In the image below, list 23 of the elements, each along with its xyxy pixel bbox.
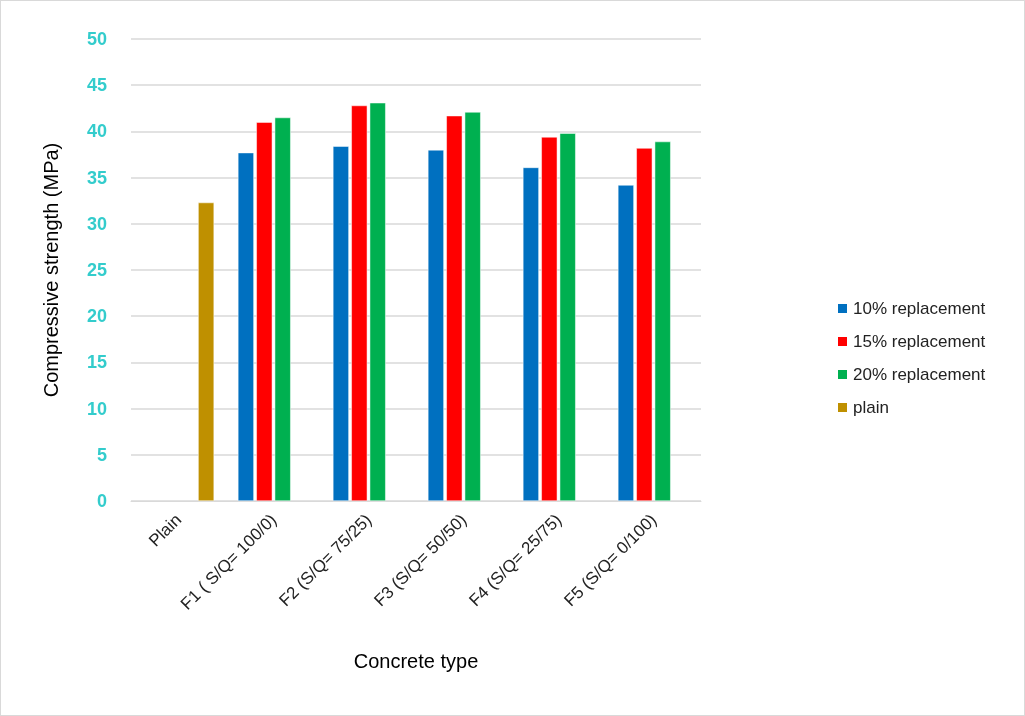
legend-label: 10% replacement bbox=[853, 299, 986, 318]
bar bbox=[427, 149, 444, 501]
legend-label: 20% replacement bbox=[853, 365, 986, 384]
y-tick-label: 50 bbox=[86, 29, 107, 49]
bar bbox=[198, 202, 215, 501]
y-tick-label: 15 bbox=[86, 352, 107, 373]
legend-label: plain bbox=[853, 398, 889, 417]
y-tick-label: 10 bbox=[86, 398, 107, 419]
y-tick-label: 30 bbox=[86, 213, 107, 234]
bar bbox=[237, 152, 254, 501]
y-tick-label: 35 bbox=[86, 167, 107, 188]
bar bbox=[617, 184, 634, 501]
y-tick-label: 0 bbox=[96, 491, 107, 511]
y-tick-label: 40 bbox=[86, 121, 107, 142]
bar bbox=[332, 146, 349, 501]
y-tick-label: 45 bbox=[86, 75, 107, 96]
x-axis-title: Concrete type bbox=[353, 650, 479, 672]
y-axis-title: Compressive strength (MPa) bbox=[40, 142, 62, 398]
y-tick-label: 25 bbox=[86, 260, 107, 280]
bar bbox=[522, 167, 539, 501]
y-tick-label: 20 bbox=[86, 306, 107, 327]
legend-label: 15% replacement bbox=[853, 332, 986, 351]
y-tick-label: 5 bbox=[96, 444, 107, 465]
